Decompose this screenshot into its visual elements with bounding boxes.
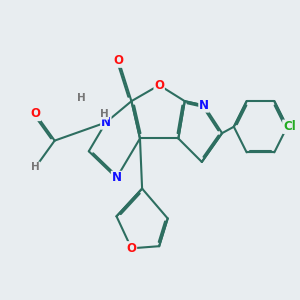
Text: H: H [100, 109, 109, 119]
Text: O: O [114, 54, 124, 67]
Text: Cl: Cl [283, 120, 296, 133]
Text: H: H [77, 93, 86, 103]
Text: O: O [154, 79, 164, 92]
Text: H: H [31, 162, 40, 172]
Text: O: O [31, 107, 40, 121]
Text: N: N [199, 99, 209, 112]
Text: N: N [112, 171, 122, 184]
Text: N: N [101, 116, 111, 129]
Text: O: O [126, 242, 136, 255]
